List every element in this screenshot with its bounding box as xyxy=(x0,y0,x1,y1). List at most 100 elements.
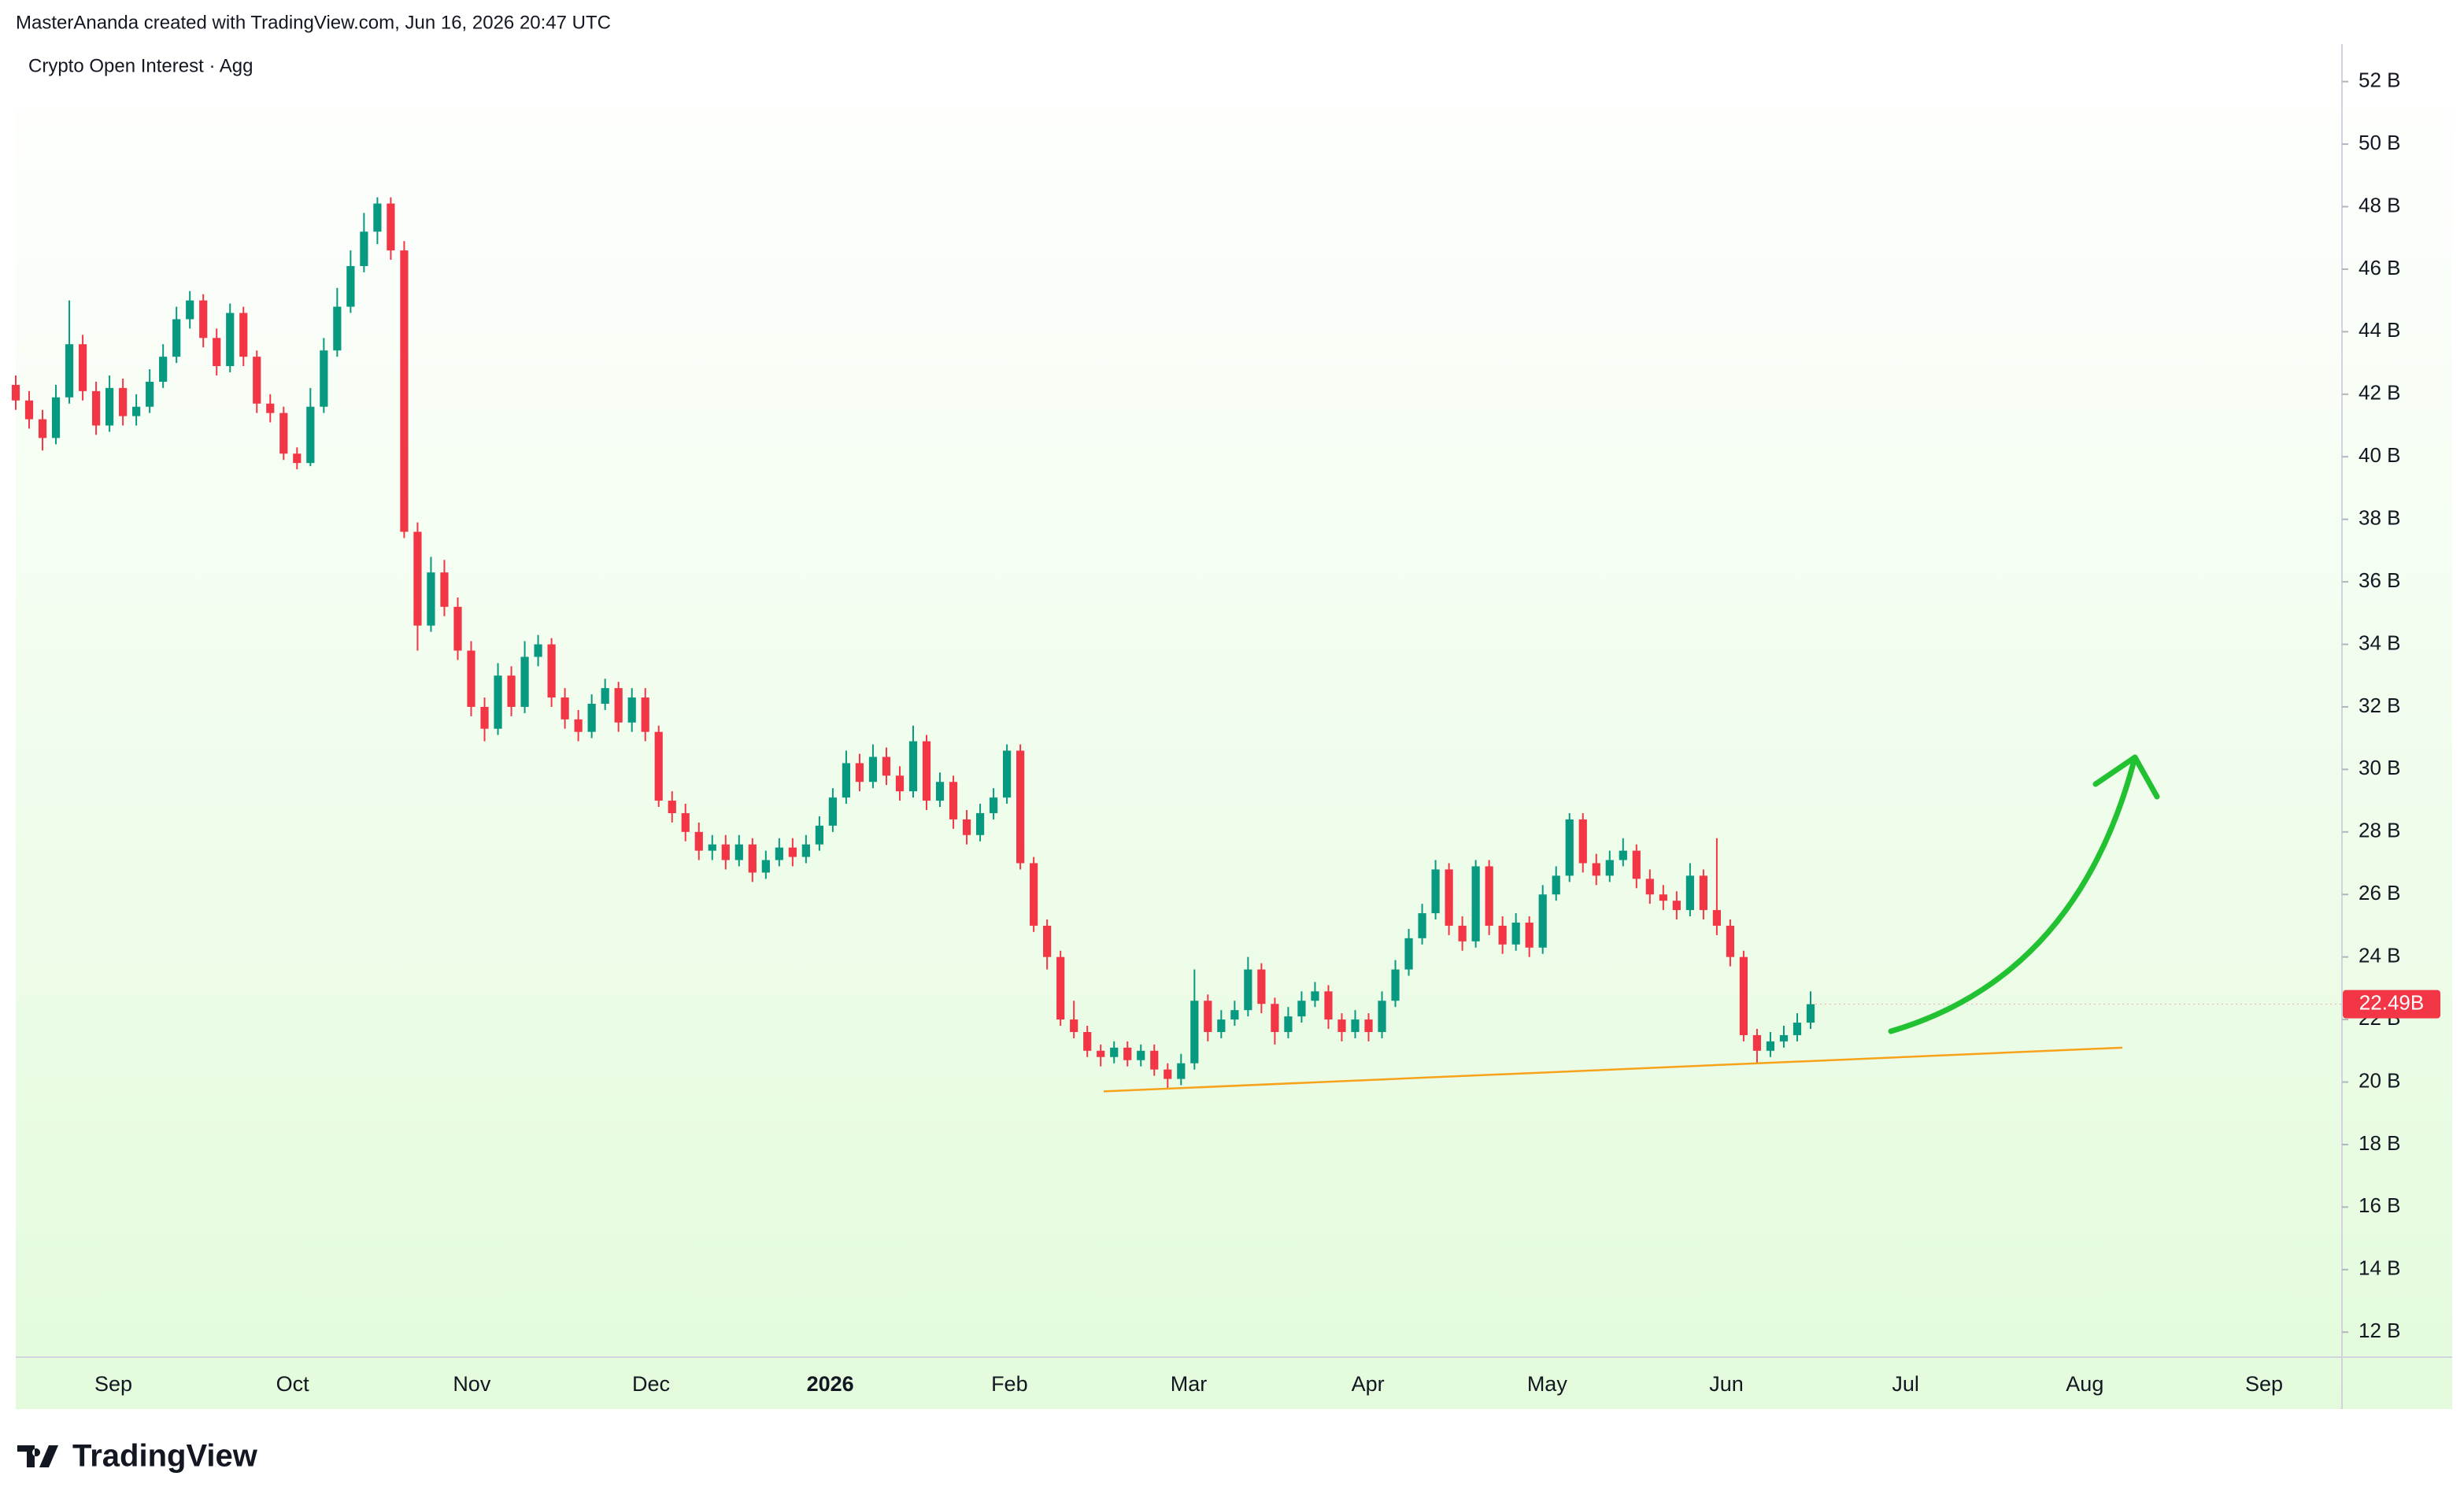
y-tick-label: 24 B xyxy=(2359,944,2401,967)
candle-body xyxy=(681,812,690,832)
candle-body xyxy=(1565,819,1574,876)
candle-body xyxy=(574,719,583,732)
candle-body xyxy=(815,825,823,845)
candle-body xyxy=(132,406,141,416)
candle-body xyxy=(266,403,275,413)
y-tick-label: 44 B xyxy=(2359,318,2401,342)
candle-body xyxy=(387,203,395,251)
candle-body xyxy=(1244,969,1252,1011)
candle-body xyxy=(1070,1019,1078,1032)
x-tick-label: Nov xyxy=(453,1372,491,1396)
candle-body xyxy=(226,313,235,367)
candle-body xyxy=(949,782,958,819)
y-tick-label: 28 B xyxy=(2359,819,2401,842)
candle-body xyxy=(1739,956,1748,1035)
y-tick-label: 42 B xyxy=(2359,381,2401,405)
candle-body xyxy=(1511,922,1520,945)
candle-body xyxy=(962,819,971,835)
y-tick-label: 36 B xyxy=(2359,568,2401,592)
candle-body xyxy=(293,453,302,464)
candle-body xyxy=(1712,910,1721,926)
candle-body xyxy=(694,831,703,851)
candle-body xyxy=(1016,750,1025,864)
candle-body xyxy=(1525,922,1534,948)
candle-body xyxy=(975,812,985,835)
x-tick-label: Oct xyxy=(276,1372,310,1396)
candle-body xyxy=(614,688,623,723)
candle-body xyxy=(1150,1050,1159,1070)
candle-body xyxy=(1552,875,1560,895)
candle-body xyxy=(199,300,208,339)
candle-body xyxy=(561,697,569,720)
y-tick-label: 14 B xyxy=(2359,1256,2401,1280)
x-tick-label: Dec xyxy=(632,1372,670,1396)
candle-body xyxy=(1752,1034,1762,1051)
candle-body xyxy=(641,697,649,732)
candle-body xyxy=(279,412,288,454)
candle-body xyxy=(627,697,636,723)
candle-body xyxy=(1404,938,1413,970)
candle-body xyxy=(346,265,355,307)
candle-body xyxy=(159,357,168,382)
candle-body xyxy=(601,688,609,704)
x-tick-label: Jun xyxy=(1709,1372,1744,1396)
candle-body xyxy=(78,344,87,391)
candle-body xyxy=(239,313,248,357)
candle-body xyxy=(788,847,797,857)
x-tick-label: Mar xyxy=(1171,1372,1208,1396)
candle-body xyxy=(908,741,918,792)
candle-body xyxy=(24,400,34,420)
candle-body xyxy=(882,757,891,776)
candle-body xyxy=(1445,869,1453,926)
candle-body xyxy=(306,406,315,464)
candle-body xyxy=(1485,866,1493,926)
candle-body xyxy=(146,381,154,407)
y-tick-label: 30 B xyxy=(2359,756,2401,779)
y-tick-label: 48 B xyxy=(2359,193,2401,216)
candle-body xyxy=(1297,1001,1306,1017)
candle-body xyxy=(1123,1047,1132,1060)
candle-body xyxy=(1324,991,1333,1020)
candle-body xyxy=(1538,894,1547,948)
candle-body xyxy=(1230,1010,1239,1020)
candle-body xyxy=(1217,1019,1226,1032)
candle-body xyxy=(1378,1001,1386,1032)
candle-body xyxy=(734,844,743,860)
candle-body xyxy=(1271,1004,1279,1032)
candle-body xyxy=(1766,1041,1775,1051)
candle-body xyxy=(413,531,422,626)
candle-body xyxy=(547,644,556,698)
candle-body xyxy=(467,650,475,707)
candle-body xyxy=(1471,866,1480,942)
x-tick-label: May xyxy=(1527,1372,1568,1396)
y-tick-label: 46 B xyxy=(2359,256,2401,279)
candle-body xyxy=(38,419,47,438)
candle-body xyxy=(65,344,74,398)
candle-body xyxy=(654,731,663,801)
candle-body xyxy=(400,250,409,532)
candle-body xyxy=(842,763,851,798)
candle-body xyxy=(828,797,838,826)
candle-body xyxy=(11,384,20,401)
candle-body xyxy=(105,387,114,426)
candle-body xyxy=(935,782,945,801)
candle-body xyxy=(494,675,502,729)
candle-body xyxy=(1030,863,1038,926)
candle-body xyxy=(1351,1019,1360,1032)
x-tick-label: Aug xyxy=(2066,1372,2103,1396)
x-tick-label: 2026 xyxy=(807,1372,854,1396)
candle-body xyxy=(186,300,194,320)
x-tick-label: Jul xyxy=(1892,1372,1919,1396)
candle-body xyxy=(91,390,101,426)
header: MasterAnanda created with TradingView.co… xyxy=(16,12,611,33)
candle-body xyxy=(1685,875,1694,911)
candle-body xyxy=(253,357,261,404)
candle-body xyxy=(801,844,810,857)
candle-body xyxy=(480,706,489,729)
y-tick-label: 18 B xyxy=(2359,1131,2401,1155)
candle-body xyxy=(1056,956,1065,1020)
candle-body xyxy=(1431,869,1440,914)
candle-body xyxy=(761,860,770,873)
